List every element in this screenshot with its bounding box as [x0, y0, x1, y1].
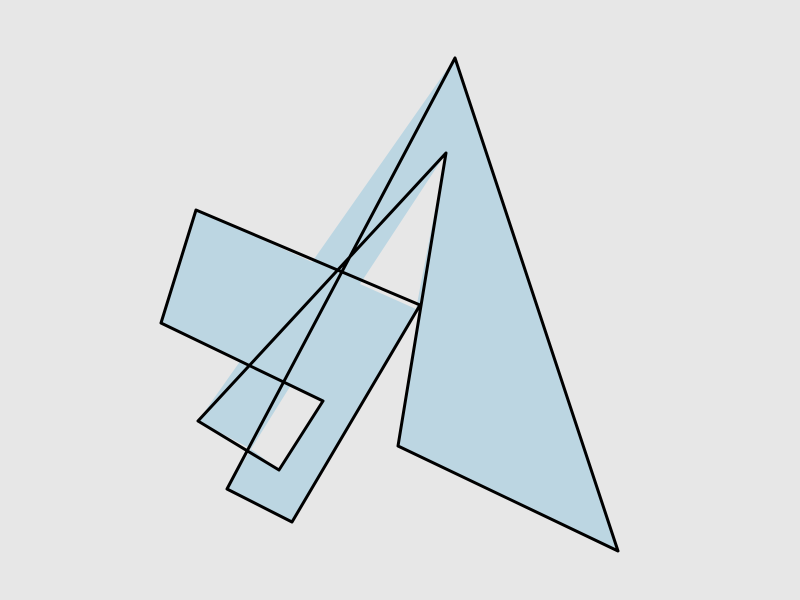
outer-triangle-outline: [159, 56, 620, 553]
shape-outlines: [159, 56, 620, 553]
overlapping-shapes-fill: [161, 58, 618, 551]
